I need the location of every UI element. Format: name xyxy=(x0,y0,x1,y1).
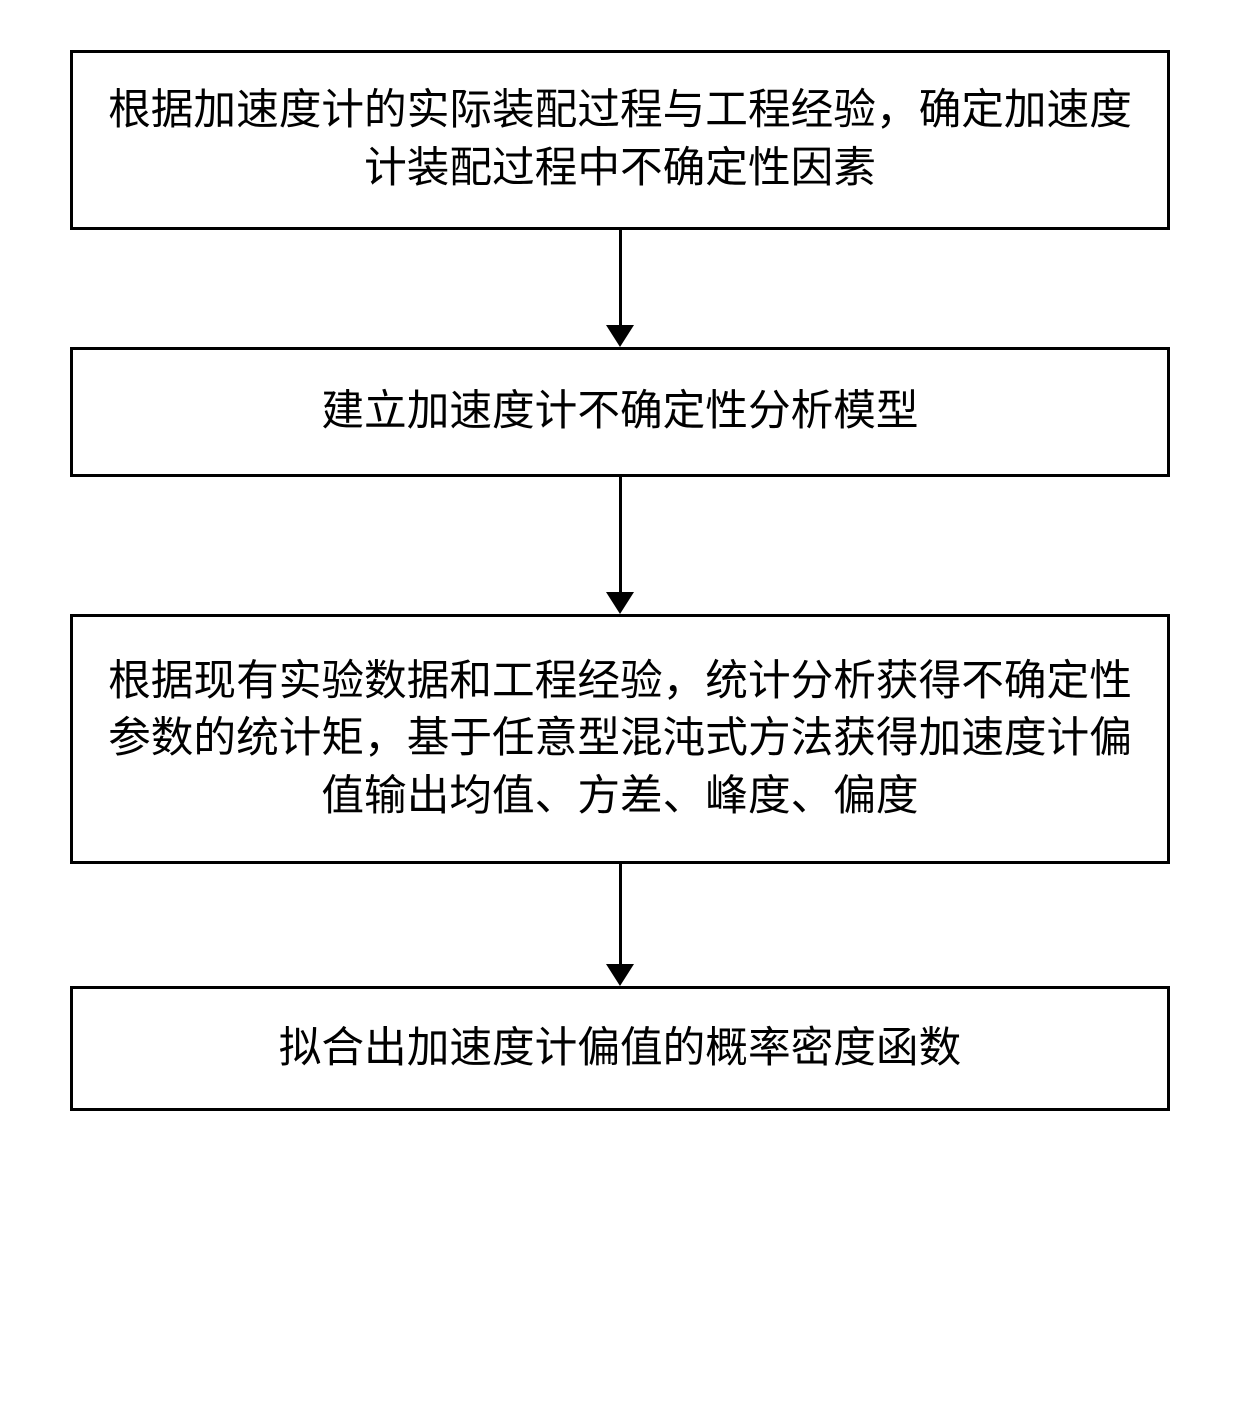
arrow-3-4 xyxy=(70,864,1170,986)
node-text: 拟合出加速度计偏值的概率密度函数 xyxy=(279,1020,962,1078)
node-text: 根据现有实验数据和工程经验，统计分析获得不确定性参数的统计矩，基于任意型混沌式方… xyxy=(103,653,1137,826)
flowchart-node-4: 拟合出加速度计偏值的概率密度函数 xyxy=(70,986,1170,1111)
flowchart-node-2: 建立加速度计不确定性分析模型 xyxy=(70,347,1170,477)
arrow-head-icon xyxy=(606,964,634,986)
node-text: 建立加速度计不确定性分析模型 xyxy=(321,383,918,441)
arrow-shaft xyxy=(619,477,622,592)
arrow-1-2 xyxy=(70,230,1170,347)
node-text: 根据加速度计的实际装配过程与工程经验，确定加速度计装配过程中不确定性因素 xyxy=(103,82,1137,197)
flowchart-node-3: 根据现有实验数据和工程经验，统计分析获得不确定性参数的统计矩，基于任意型混沌式方… xyxy=(70,614,1170,864)
arrow-head-icon xyxy=(606,592,634,614)
arrow-2-3 xyxy=(70,477,1170,614)
arrow-shaft xyxy=(619,864,622,964)
flowchart-node-1: 根据加速度计的实际装配过程与工程经验，确定加速度计装配过程中不确定性因素 xyxy=(70,50,1170,230)
arrow-shaft xyxy=(619,230,622,325)
arrow-head-icon xyxy=(606,325,634,347)
flowchart-container: 根据加速度计的实际装配过程与工程经验，确定加速度计装配过程中不确定性因素 建立加… xyxy=(70,50,1170,1111)
